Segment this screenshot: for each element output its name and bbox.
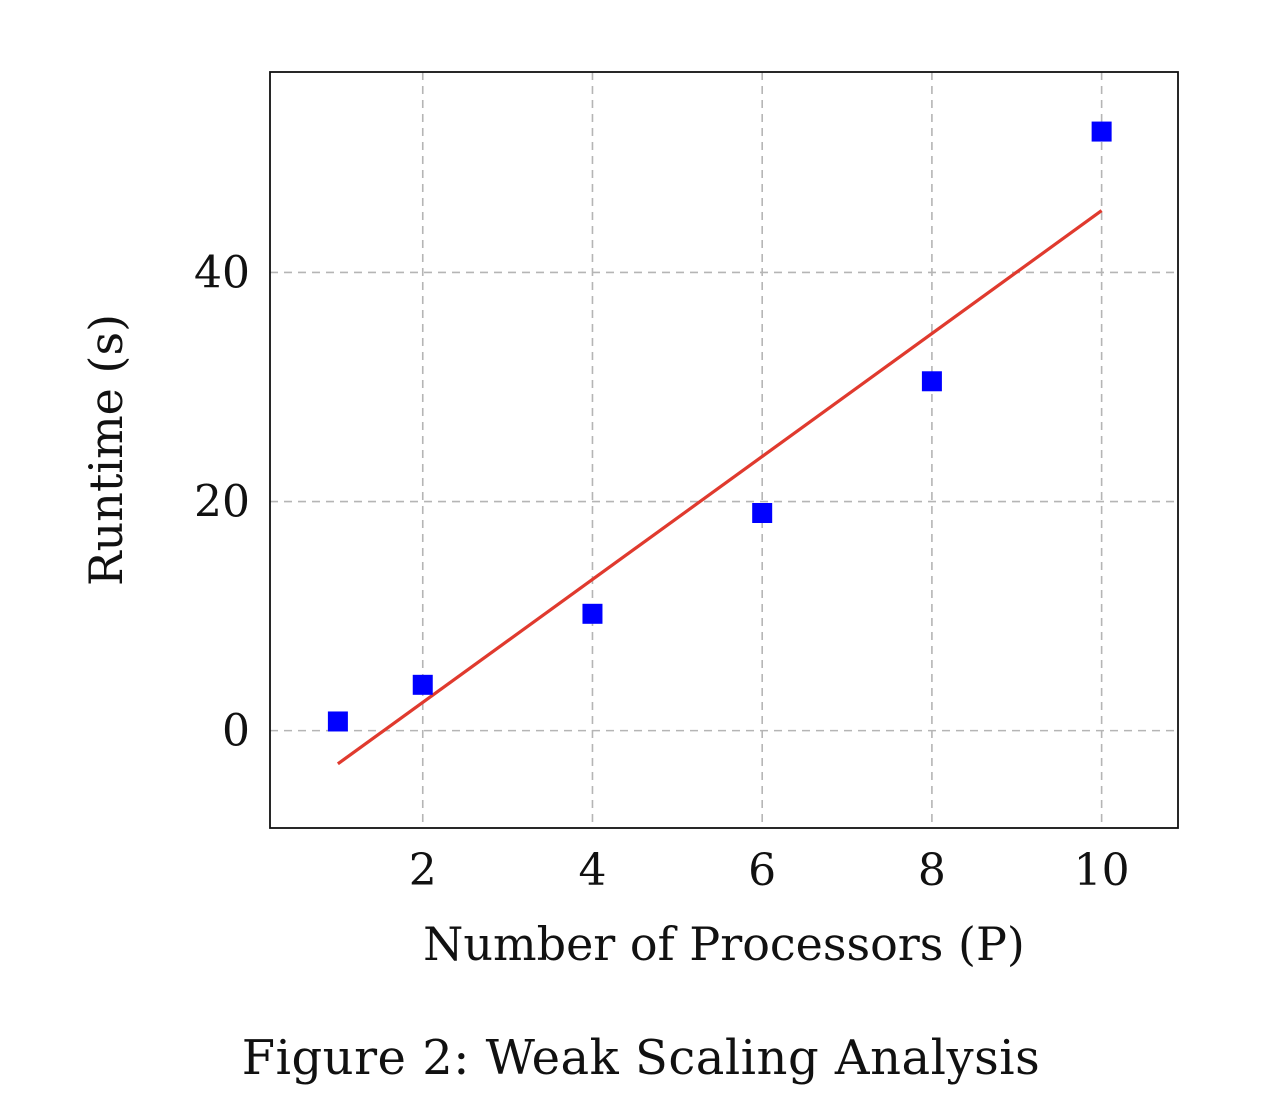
x-tick-label: 8 — [918, 845, 946, 896]
data-point-marker — [327, 711, 348, 732]
y-tick-label: 0 — [222, 706, 250, 757]
x-axis-title: Number of Processors (P) — [423, 917, 1025, 971]
data-point-marker — [921, 371, 942, 392]
y-tick-label: 40 — [194, 247, 250, 298]
fit-line — [336, 209, 1103, 766]
x-tick-label: 10 — [1074, 845, 1130, 896]
x-tick-labels: 2 4 6 8 10 — [409, 845, 1130, 896]
data-point-marker — [1091, 121, 1112, 142]
y-tick-label: 20 — [194, 477, 250, 528]
data-point-marker — [582, 603, 603, 624]
figure-caption: Figure 2: Weak Scaling Analysis — [241, 1030, 1041, 1086]
x-tick-label: 2 — [409, 845, 437, 896]
chart: 2 4 6 8 10 0 20 40 Number of Processors (P) Ru… — [79, 71, 1179, 971]
fit-line-layer — [336, 209, 1103, 766]
x-tick-label: 6 — [748, 845, 776, 896]
plot-frame — [269, 71, 1179, 829]
grid-lines — [270, 72, 1178, 828]
y-axis-title: Runtime (s) — [79, 314, 133, 586]
data-point-marker — [752, 503, 773, 523]
x-tick-label: 4 — [578, 845, 606, 896]
y-tick-labels: 0 20 40 — [194, 247, 250, 756]
data-point-marker — [412, 674, 433, 695]
data-points — [327, 121, 1112, 732]
